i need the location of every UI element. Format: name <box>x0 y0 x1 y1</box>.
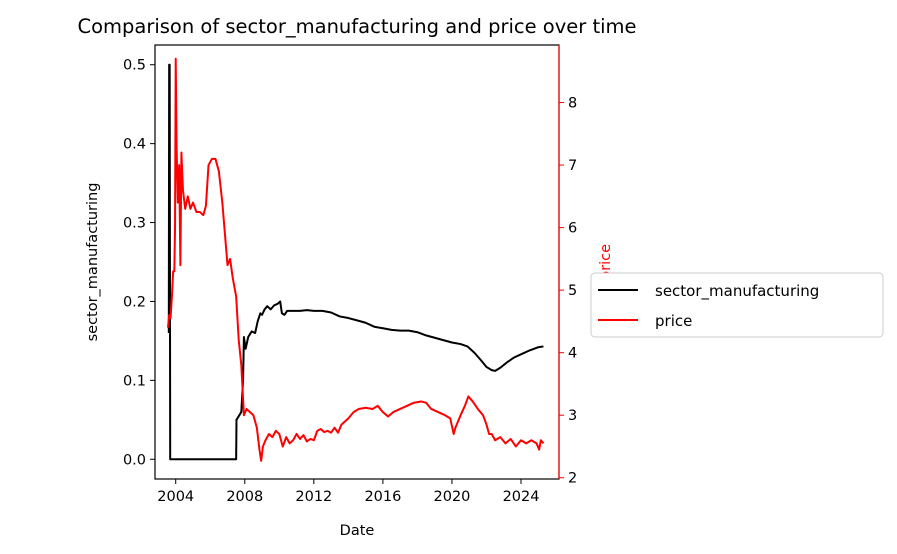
left-y-tick-label: 0.5 <box>123 58 146 74</box>
left-y-axis-label: sector_manufacturing <box>85 183 101 342</box>
right-y-tick-label: 7 <box>568 158 577 174</box>
legend-label-price: price <box>655 312 692 330</box>
left-y-tick-label: 0.2 <box>123 294 146 310</box>
x-tick-label: 2004 <box>157 489 194 505</box>
x-axis: 2004 2008 2012 2016 2020 2024 <box>157 479 539 505</box>
left-y-tick-label: 0.3 <box>123 216 146 232</box>
left-y-tick-label: 0.4 <box>123 137 146 153</box>
x-tick-label: 2020 <box>434 489 471 505</box>
x-tick-label: 2008 <box>226 489 263 505</box>
right-y-tick-label: 2 <box>568 471 577 487</box>
series-line-sector-manufacturing <box>167 63 544 461</box>
left-y-tick-label: 0.1 <box>123 373 146 389</box>
right-y-axis: 2 3 4 5 6 7 8 <box>559 96 577 487</box>
right-y-tick-label: 4 <box>568 346 577 362</box>
x-tick-label: 2016 <box>364 489 401 505</box>
legend-label-sector-manufacturing: sector_manufacturing <box>655 282 819 301</box>
right-y-tick-label: 6 <box>568 221 577 237</box>
left-y-axis: 0.0 0.1 0.2 0.3 0.4 0.5 <box>123 58 155 468</box>
legend-frame <box>590 272 884 338</box>
plot-frame <box>154 44 560 480</box>
chart-title: Comparison of sector_manufacturing and p… <box>77 15 636 38</box>
x-tick-label: 2024 <box>503 489 540 505</box>
right-y-tick-label: 8 <box>568 96 577 112</box>
right-y-tick-label: 3 <box>568 408 577 424</box>
x-axis-label: Date <box>340 523 375 539</box>
right-y-axis-label: price <box>598 244 614 280</box>
legend: sector_manufacturing price <box>590 272 884 338</box>
right-y-tick-label: 5 <box>568 283 577 299</box>
left-y-tick-label: 0.0 <box>123 452 146 468</box>
series-layer <box>166 57 545 462</box>
x-tick-label: 2012 <box>295 489 332 505</box>
series-line-price <box>166 57 545 462</box>
